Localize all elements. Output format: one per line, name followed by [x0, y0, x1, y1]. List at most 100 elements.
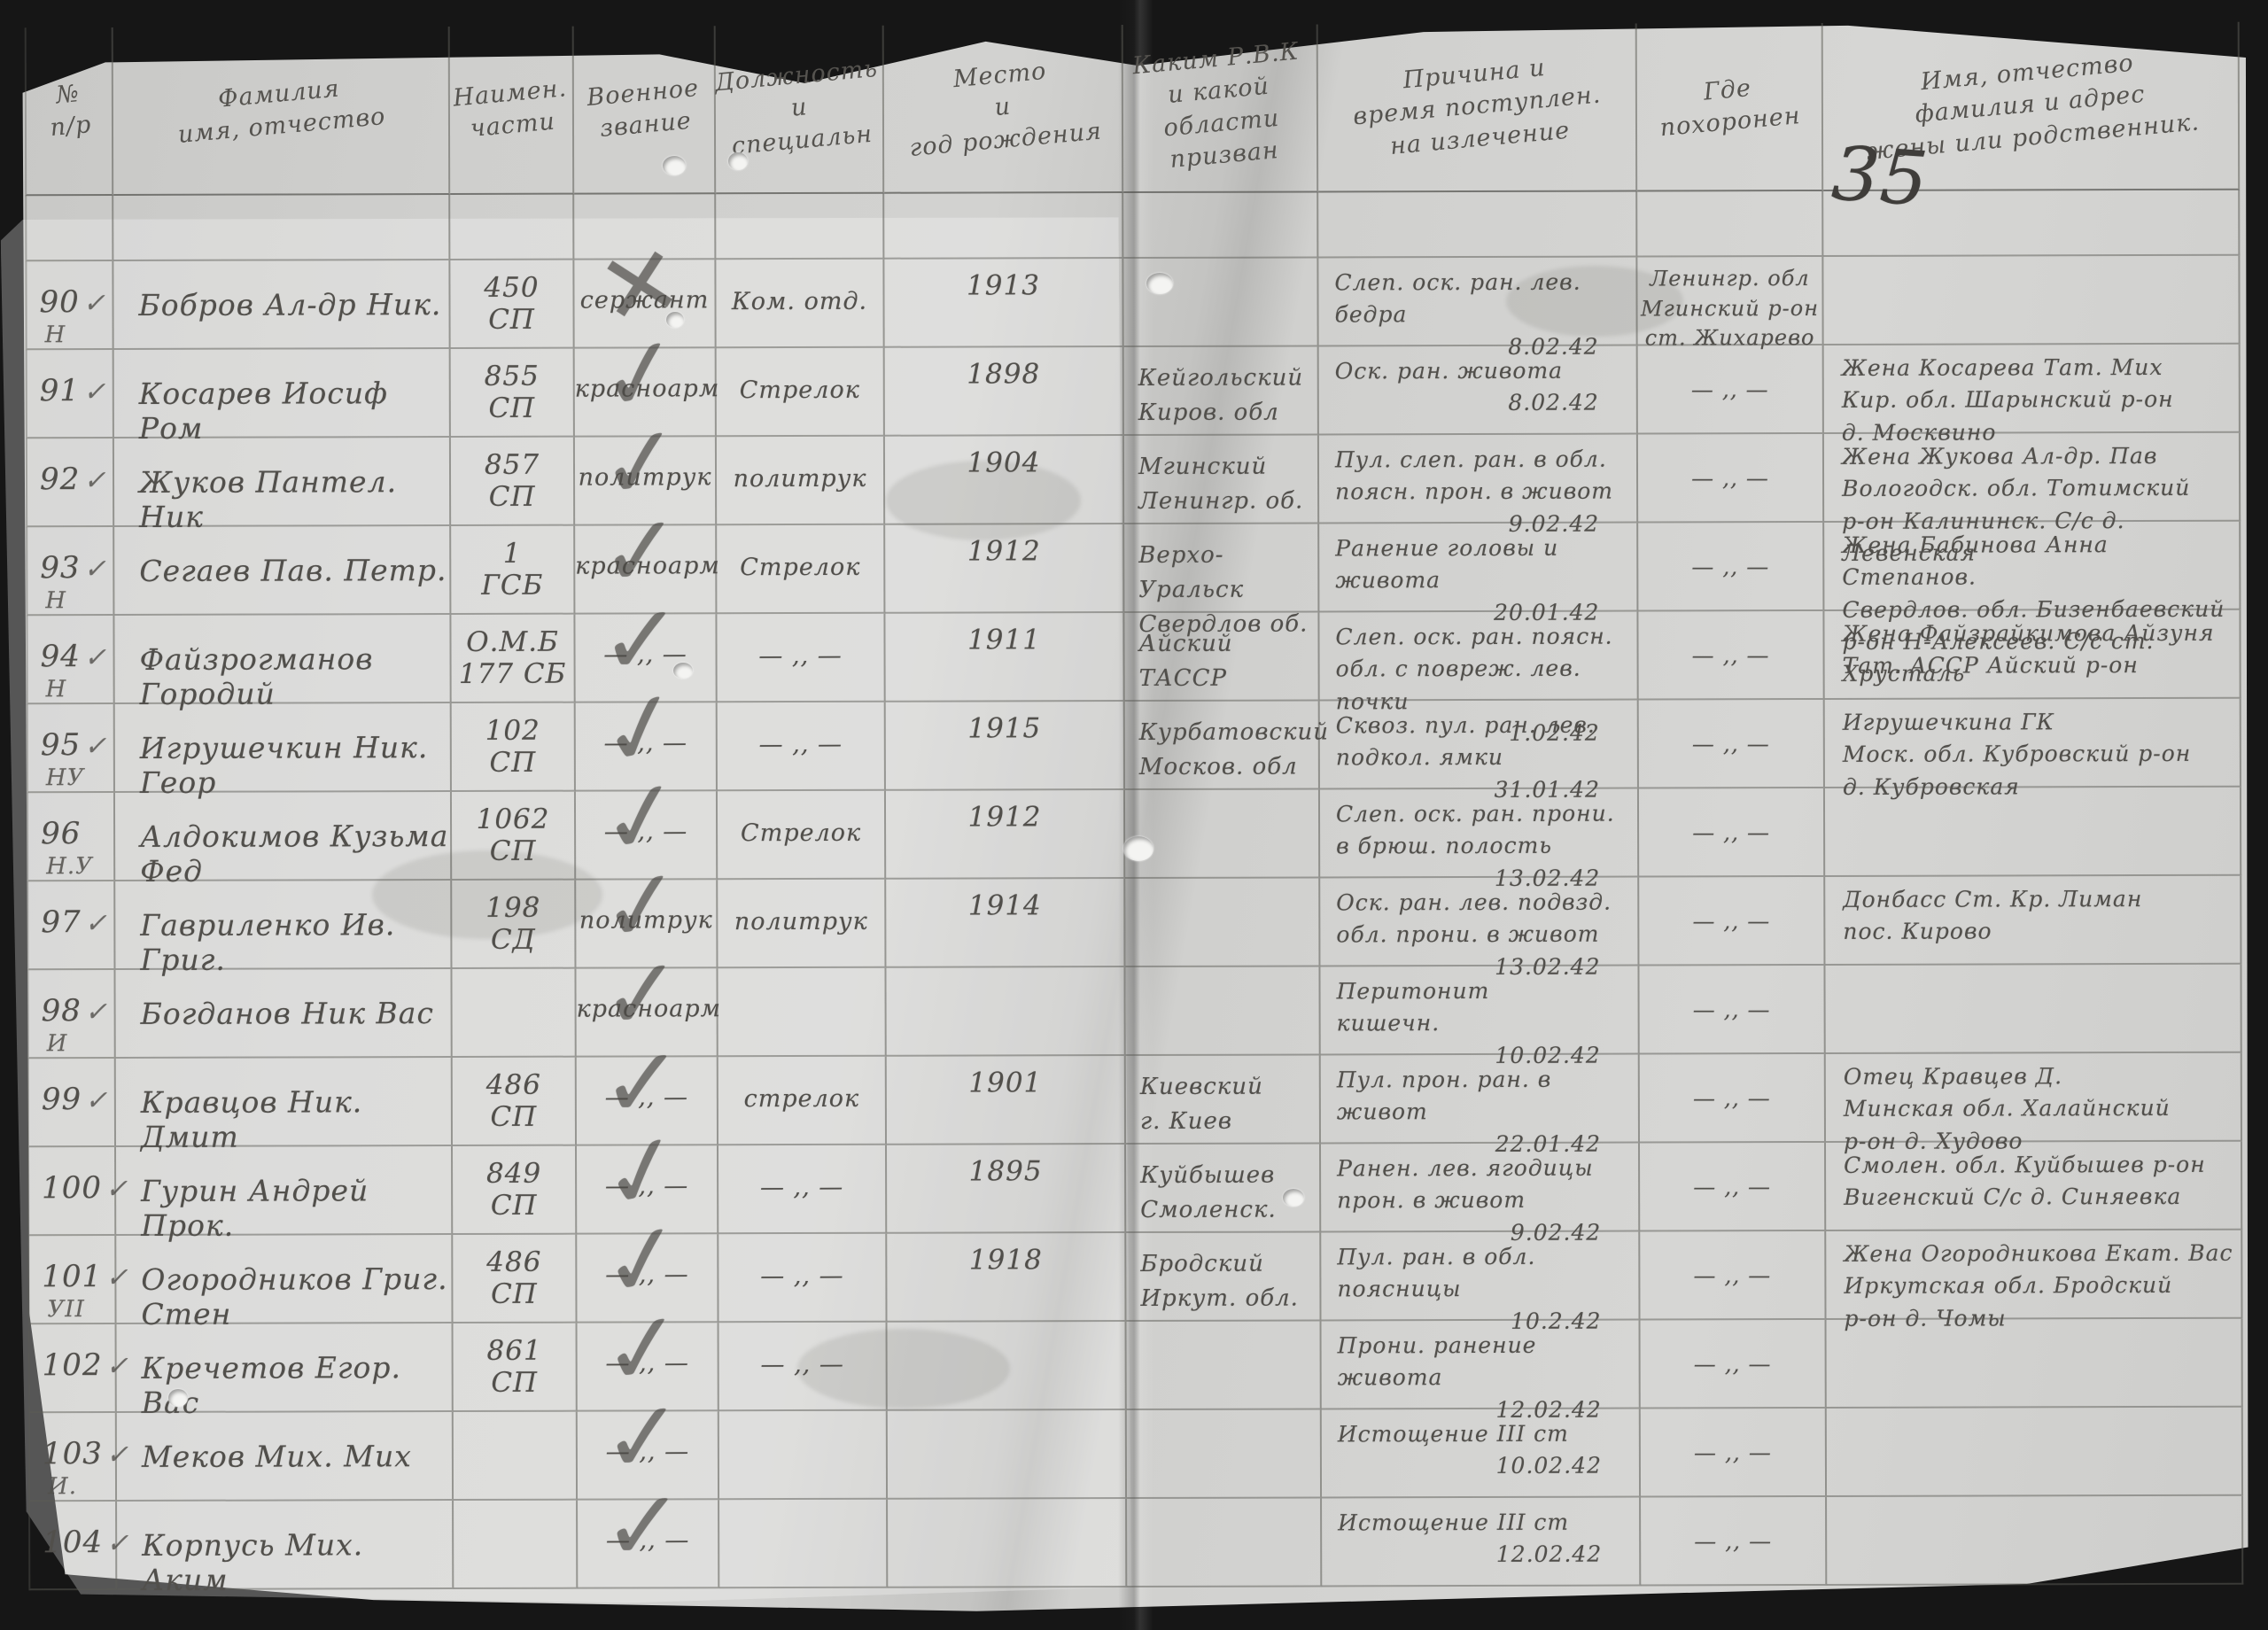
col-header-num: № п/р [24, 27, 114, 197]
row-number: 99 ✓ [27, 1059, 117, 1148]
spacer-cell [1318, 191, 1638, 259]
admission-date: 8.02.42 [1508, 389, 1599, 416]
row-number: 103 ✓ И. [27, 1413, 129, 1502]
spacer-cell [113, 195, 451, 262]
ledger-table: № п/р Фамилия имя, отчество Наимен. част… [24, 21, 2244, 1597]
birth-year: 1901 [886, 1056, 1127, 1145]
soldier-name: Игрушечкин Ник. Геор [114, 703, 452, 800]
rvk-drafted: Кейгольский Киров. обл [1123, 346, 1319, 437]
row-num-value: 91 [39, 373, 81, 409]
wound-cause: Оск. ран. живота 8.02.42 [1318, 345, 1638, 436]
cause-text: Истощение III ст [1337, 1420, 1569, 1448]
soldier-name: Гурин Андрей Прок. [116, 1146, 454, 1243]
paper-hole [673, 663, 693, 679]
scan-smudge [372, 850, 602, 939]
row-number: 93 ✓ Н [26, 527, 115, 617]
scan-smudge [886, 461, 1081, 540]
burial-place: — ,, — [1639, 965, 1826, 1055]
row-num-value: 99 [41, 1082, 82, 1118]
check-mark-icon: ✓ [83, 642, 108, 674]
unit-name: О.М.Б 177 СБ [451, 614, 576, 704]
paper-hole [666, 312, 684, 328]
admission-date: 12.02.42 [1495, 1541, 1603, 1568]
cause-text: Перитонит кишечн. [1336, 977, 1490, 1036]
duty-speciality: — ,, — [718, 1145, 888, 1235]
burial-place: — ,, — [1638, 522, 1825, 612]
military-rank: красноарм ✓ [574, 312, 719, 438]
cause-text: Прони. ранение живота [1337, 1331, 1537, 1391]
unit-name: 855 СП [450, 348, 575, 439]
scan-smudge [797, 1329, 1010, 1409]
unit-name [452, 968, 577, 1059]
relative-address: Игрушечкина ГК Моск. обл. Кубровский р-о… [1824, 698, 2241, 799]
rank-text: красноарм [576, 995, 722, 1023]
row-num-value: 97 [41, 904, 82, 941]
margin-note: И. [47, 1473, 77, 1501]
col-header-name: Фамилия имя, отчество [113, 27, 451, 197]
row-number: 100 ✓ [27, 1147, 128, 1237]
row-num-value: 96 [41, 816, 82, 852]
unit-name: 486 СП [453, 1234, 578, 1324]
burial-place: — ,, — [1638, 788, 1826, 878]
duty-speciality: политрук [718, 879, 887, 969]
cause-text: Слеп. оск. ран. прони. в брюш. полость [1335, 800, 1615, 859]
relative-address: Жена Жукова Ал-др. Пав Вологодск. обл. Т… [1823, 432, 2241, 566]
row-num-value: 100 [42, 1170, 103, 1207]
burial-place: — ,, — [1640, 1230, 1827, 1321]
row-number: 101 ✓ УІІ [27, 1236, 128, 1325]
spacer-cell [25, 196, 114, 262]
soldier-name: Кравцов Ник. Дмит [115, 1058, 454, 1154]
wound-cause: Сквоз. пул. ран. лев. подкол. ямки 31.01.… [1319, 700, 1639, 802]
duty-speciality: Ком. отд. [716, 259, 885, 349]
col-header-unit: Наимен. части [449, 26, 575, 196]
cause-text: Пул. прон. ран. в живот [1336, 1066, 1552, 1125]
rvk-drafted [1127, 1498, 1323, 1588]
wound-cause: Истощение III ст 10.02.42 [1321, 1409, 1642, 1499]
row-number: 102 ✓ [27, 1324, 129, 1414]
wound-cause: Слеп. оск. ран. поясн. обл. с повреж. ле… [1319, 611, 1639, 746]
rvk-drafted: Киевский г. Киев [1125, 1055, 1321, 1145]
check-mark-icon: ✓ [83, 465, 107, 497]
relative-address: Жена Бабинова Анна Степанов. Свердлов. о… [1824, 521, 2241, 687]
rank-text: политрук [579, 906, 713, 935]
military-rank: сержант ✕ [574, 221, 717, 350]
birth-year: 1915 [885, 702, 1125, 791]
margin-note: И [46, 1030, 68, 1058]
birth-year [887, 1410, 1128, 1500]
scan-smudge [1506, 266, 1683, 337]
check-mark-icon: ✓ [84, 997, 109, 1028]
unit-name: 486 СП [452, 1057, 578, 1147]
military-rank: — ,, — ✓ [577, 1288, 719, 1412]
margin-note: Н.У [46, 853, 93, 881]
margin-note: Н [45, 676, 67, 703]
check-mark-icon: ✓ [84, 731, 108, 763]
relative-address [1825, 964, 2242, 1054]
birth-year [886, 967, 1126, 1057]
duty-speciality: стрелок [718, 1056, 888, 1146]
soldier-name: Кречетов Егор. Вас [116, 1323, 454, 1420]
soldier-name: Корпусь Мих. Аким [117, 1501, 454, 1597]
birth-year: 1912 [885, 790, 1126, 880]
spacer-cell [1123, 192, 1319, 260]
col-header-born: Место и год рождения [883, 25, 1124, 194]
military-rank: политрук ✓ [574, 402, 718, 526]
relative-address: Жена Огородникова Екат. Вас Иркутская об… [1826, 1230, 2243, 1331]
rank-text: — ,, — [604, 1083, 689, 1112]
rank-text: политрук [578, 463, 712, 492]
military-rank: — ,, — ✓ [575, 664, 718, 793]
paper-hole [663, 156, 686, 175]
soldier-name: Файзрогманов Городий [114, 615, 452, 711]
cause-text: Пул. слеп. ран. в обл. поясн. прон. в жи… [1334, 446, 1614, 505]
soldier-name: Косарев Иосиф Ром [113, 349, 451, 446]
rank-text: — ,, — [603, 818, 688, 846]
check-mark-icon: ✓ [83, 554, 107, 586]
col-header-buried: Где похоронен [1636, 22, 1824, 192]
rvk-drafted: Верхо-Уральск Свердлов об. [1124, 524, 1320, 638]
rvk-drafted [1125, 966, 1321, 1057]
spacer-cell [716, 193, 885, 260]
military-rank: — ,, — ✓ [577, 1198, 719, 1323]
rvk-drafted [1124, 789, 1321, 880]
row-number: 97 ✓ [27, 881, 116, 971]
wound-cause: Пул. ран. в обл. поясницы 10.2.42 [1321, 1231, 1641, 1333]
birth-year: 1911 [885, 613, 1125, 702]
